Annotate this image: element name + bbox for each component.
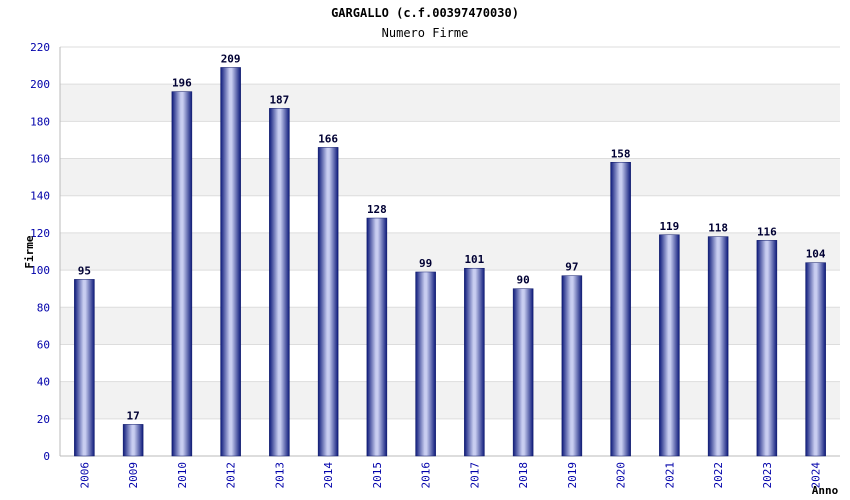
y-tick-label: 160 — [30, 153, 50, 166]
x-tick-label: 2021 — [663, 462, 676, 489]
x-tick-label: 2024 — [810, 462, 823, 489]
value-label: 90 — [517, 274, 530, 287]
x-tick-label: 2019 — [566, 462, 579, 489]
value-label: 209 — [221, 52, 241, 65]
bar — [122, 424, 144, 457]
value-label: 128 — [367, 203, 387, 216]
chart-title: GARGALLO (c.f.00397470030) — [331, 6, 519, 20]
bar — [269, 108, 290, 457]
x-tick-label: 2009 — [127, 462, 140, 489]
x-tick-label: 2015 — [371, 462, 384, 489]
y-tick-label: 0 — [43, 450, 50, 463]
bar — [610, 162, 631, 457]
y-tick-label: 80 — [37, 301, 50, 314]
bar — [74, 279, 95, 457]
y-tick-label: 40 — [37, 376, 50, 389]
value-label: 118 — [708, 222, 728, 235]
value-label: 97 — [565, 261, 578, 274]
bar — [220, 67, 241, 457]
value-label: 99 — [419, 257, 432, 270]
value-labels: 95 17 196 209 187 166 128 99 101 90 97 158 119 118 116… — [78, 52, 826, 422]
value-label: 95 — [78, 264, 91, 277]
bar — [561, 275, 583, 457]
y-tick-label: 20 — [37, 413, 50, 426]
x-tick-label: 2006 — [78, 462, 91, 489]
chart-subtitle: Numero Firme — [382, 26, 469, 40]
y-tick-label: 60 — [37, 338, 50, 351]
x-tick-label: 2018 — [517, 462, 530, 489]
y-tick-labels: 0 20 40 60 80 100 120 140 160 180 200 220 — [30, 41, 50, 463]
y-tick-label: 200 — [30, 78, 50, 91]
y-axis-label: Firme — [23, 235, 36, 268]
y-tick-label: 120 — [30, 227, 50, 240]
bar — [659, 234, 680, 457]
value-label: 166 — [318, 132, 338, 145]
plot-band — [60, 47, 840, 85]
y-tick-label: 140 — [30, 190, 50, 203]
x-tick-label: 2010 — [176, 462, 189, 489]
x-tick-label: 2020 — [615, 462, 628, 489]
bar — [805, 262, 826, 457]
value-label: 158 — [611, 147, 631, 160]
value-label: 187 — [269, 93, 289, 106]
bar — [415, 271, 436, 457]
y-tick-label: 100 — [30, 264, 50, 277]
bar — [317, 147, 339, 457]
x-tick-label: 2012 — [225, 462, 238, 489]
bar — [464, 267, 485, 457]
bar — [366, 217, 388, 457]
bar — [707, 236, 729, 457]
value-label: 119 — [659, 220, 679, 233]
bar — [512, 288, 534, 457]
value-label: 104 — [806, 248, 826, 261]
x-tick-label: 2022 — [712, 462, 725, 489]
bar — [756, 240, 778, 457]
value-label: 116 — [757, 225, 777, 238]
y-tick-label: 220 — [30, 41, 50, 54]
bar — [171, 91, 193, 457]
value-label: 196 — [172, 77, 192, 90]
x-tick-label: 2013 — [273, 462, 286, 489]
x-tick-label: 2017 — [468, 462, 481, 489]
x-tick-label: 2016 — [420, 462, 433, 489]
bars — [74, 67, 826, 457]
y-tick-label: 180 — [30, 115, 50, 128]
value-label: 17 — [127, 409, 140, 422]
x-axis-label: Anno — [812, 484, 839, 497]
value-label: 101 — [464, 253, 484, 266]
x-tick-label: 2014 — [322, 462, 335, 489]
x-tick-labels: 2006 2009 2010 2012 2013 2014 2015 2016 2017 2018… — [78, 462, 822, 489]
x-tick-label: 2023 — [761, 462, 774, 489]
